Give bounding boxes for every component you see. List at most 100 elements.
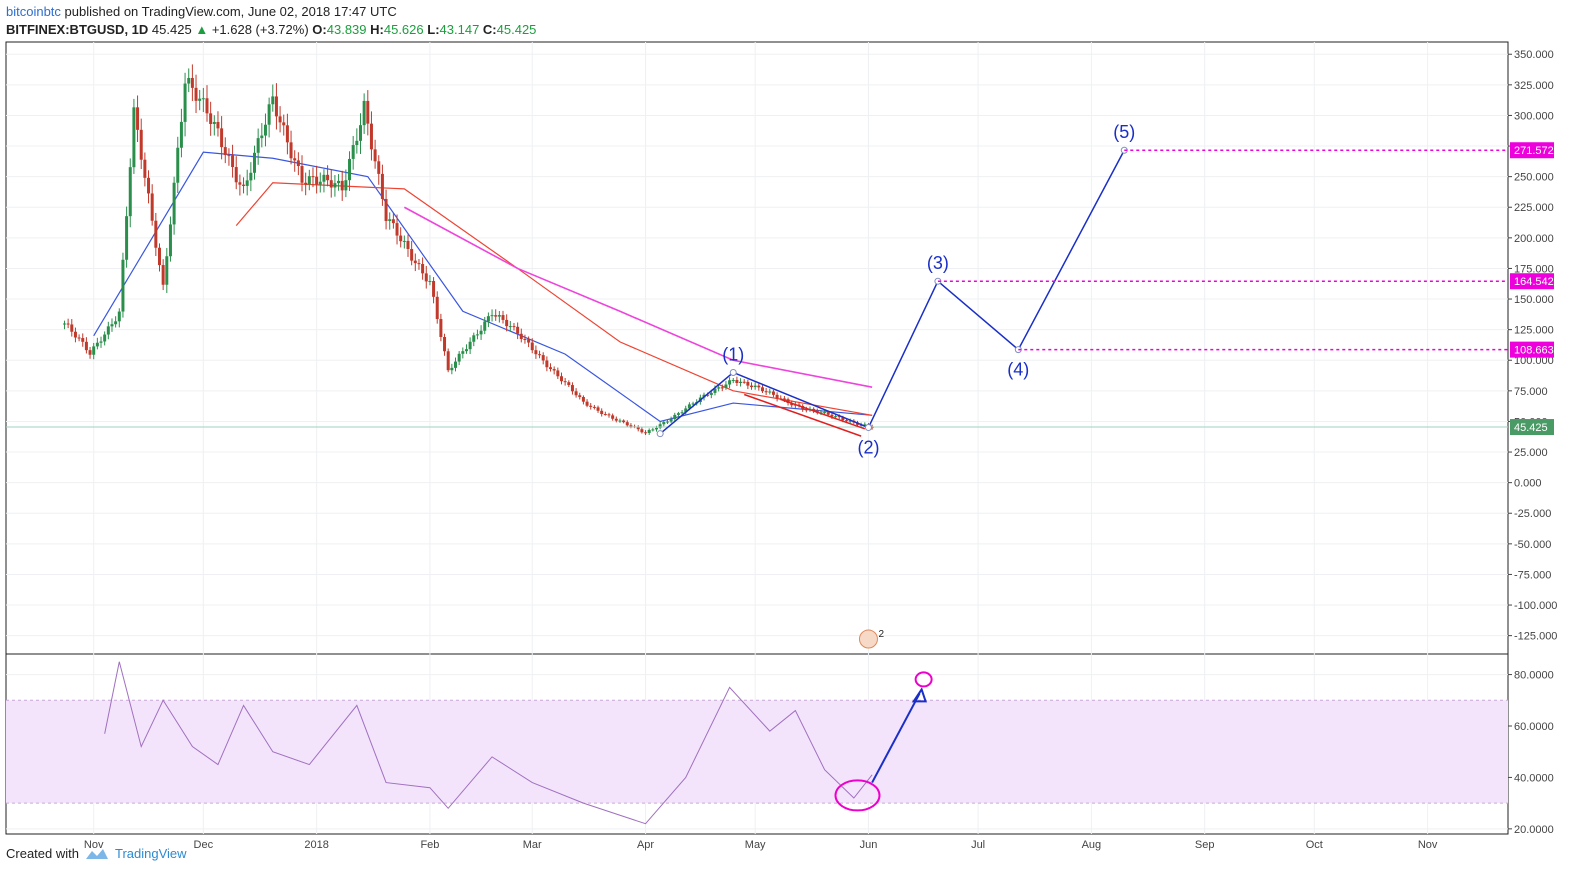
wave2-channel-line <box>780 398 866 430</box>
candle-body <box>110 324 114 327</box>
candle-body <box>494 315 498 317</box>
open-label: O: <box>312 22 327 37</box>
y-tick-label: 250.000 <box>1514 172 1554 184</box>
candle-body <box>457 353 461 362</box>
candle-body <box>154 220 158 248</box>
candle-body <box>223 147 227 156</box>
candle-body <box>684 408 688 413</box>
candle-body <box>826 412 830 415</box>
candle-body <box>450 367 454 371</box>
candle-body <box>260 135 264 139</box>
candle-body <box>527 339 531 343</box>
candle-body <box>245 180 249 186</box>
candle-body <box>687 404 691 409</box>
last-value: 45.425 <box>151 22 192 37</box>
wave-point <box>656 430 664 438</box>
candle-body <box>413 260 417 264</box>
candle-body <box>731 379 735 381</box>
candle-body <box>629 425 633 427</box>
rsi-tick-label: 60.0000 <box>1514 721 1554 733</box>
rsi-tick-label: 40.0000 <box>1514 772 1554 784</box>
candle-body <box>274 96 278 117</box>
target-badge <box>1510 341 1554 358</box>
candle-body <box>333 183 337 188</box>
candle-body <box>541 355 545 361</box>
y-tick-label: 150.000 <box>1514 294 1554 306</box>
y-tick-label: 300.000 <box>1514 110 1554 122</box>
y-tick-label: 25.000 <box>1514 447 1548 459</box>
candle-body <box>267 104 271 125</box>
candle-body <box>786 399 790 404</box>
published-text: published on TradingView.com, June 02, 2… <box>64 4 397 19</box>
x-tick-label: Nov <box>84 839 104 851</box>
candle-body <box>603 414 607 416</box>
candle-body <box>117 311 121 322</box>
candle-body <box>300 166 304 183</box>
tradingview-link[interactable]: TradingView <box>114 846 187 861</box>
candle-body <box>373 149 377 162</box>
high-value: 45.626 <box>383 22 424 37</box>
candle-body <box>377 161 381 174</box>
y-tick-label: -75.000 <box>1514 569 1551 581</box>
candle-body <box>329 180 333 188</box>
candle-body <box>750 385 754 388</box>
candle-body <box>475 334 479 336</box>
target-badge <box>1510 273 1554 290</box>
author-link[interactable]: bitcoinbtc <box>6 4 61 19</box>
candle-body <box>812 408 816 411</box>
candle-body <box>622 420 626 423</box>
candle-body <box>486 316 490 322</box>
candle-body <box>834 416 838 418</box>
x-tick-label: Nov <box>1418 839 1438 851</box>
candle-body <box>534 350 538 355</box>
candle-body <box>150 193 154 221</box>
candle-body <box>147 177 151 194</box>
candle-body <box>669 418 673 422</box>
candle-body <box>614 418 618 421</box>
x-tick-label: Sep <box>1195 839 1215 851</box>
candle-body <box>768 391 772 393</box>
wave-label: (3) <box>927 253 949 273</box>
candle-body <box>505 319 509 327</box>
candle-body <box>282 122 286 126</box>
candle-body <box>358 125 362 141</box>
candle-body <box>556 370 560 377</box>
y-tick-label: 75.000 <box>1514 386 1548 398</box>
candle-body <box>746 381 750 386</box>
wave-label: (2) <box>857 438 879 458</box>
x-tick-label: Jun <box>860 839 878 851</box>
publish-info: bitcoinbtc published on TradingView.com,… <box>6 4 397 19</box>
last-price-badge <box>1510 419 1554 436</box>
main-pane-frame <box>5 41 1509 655</box>
candle-body <box>508 326 512 328</box>
candle-body <box>395 223 399 236</box>
candle-body <box>848 420 852 422</box>
candle-body <box>578 395 582 397</box>
candle-body <box>559 376 563 382</box>
candle-body <box>417 263 421 265</box>
candle-body <box>651 429 655 431</box>
candle-body <box>479 330 483 335</box>
candle-body <box>804 409 808 411</box>
candle-body <box>348 158 352 181</box>
candle-body <box>644 432 648 434</box>
candle-body <box>176 147 180 183</box>
y-tick-label: -25.000 <box>1514 508 1551 520</box>
candle-body <box>421 264 425 274</box>
target-label: 164.542 <box>1514 276 1554 288</box>
candle-body <box>530 342 534 351</box>
x-tick-label: Jul <box>971 839 985 851</box>
candle-body <box>369 123 373 150</box>
candle-body <box>625 422 629 426</box>
candle-body <box>84 341 88 351</box>
rsi-tick-label: 80.0000 <box>1514 670 1554 682</box>
candle-body <box>720 387 724 389</box>
candle-body <box>256 138 260 153</box>
candle-body <box>121 259 125 312</box>
candle-body <box>289 142 293 159</box>
candle-body <box>490 315 494 317</box>
event-count: 2 <box>878 629 884 640</box>
candle-body <box>344 180 348 191</box>
candle-body <box>198 98 202 101</box>
